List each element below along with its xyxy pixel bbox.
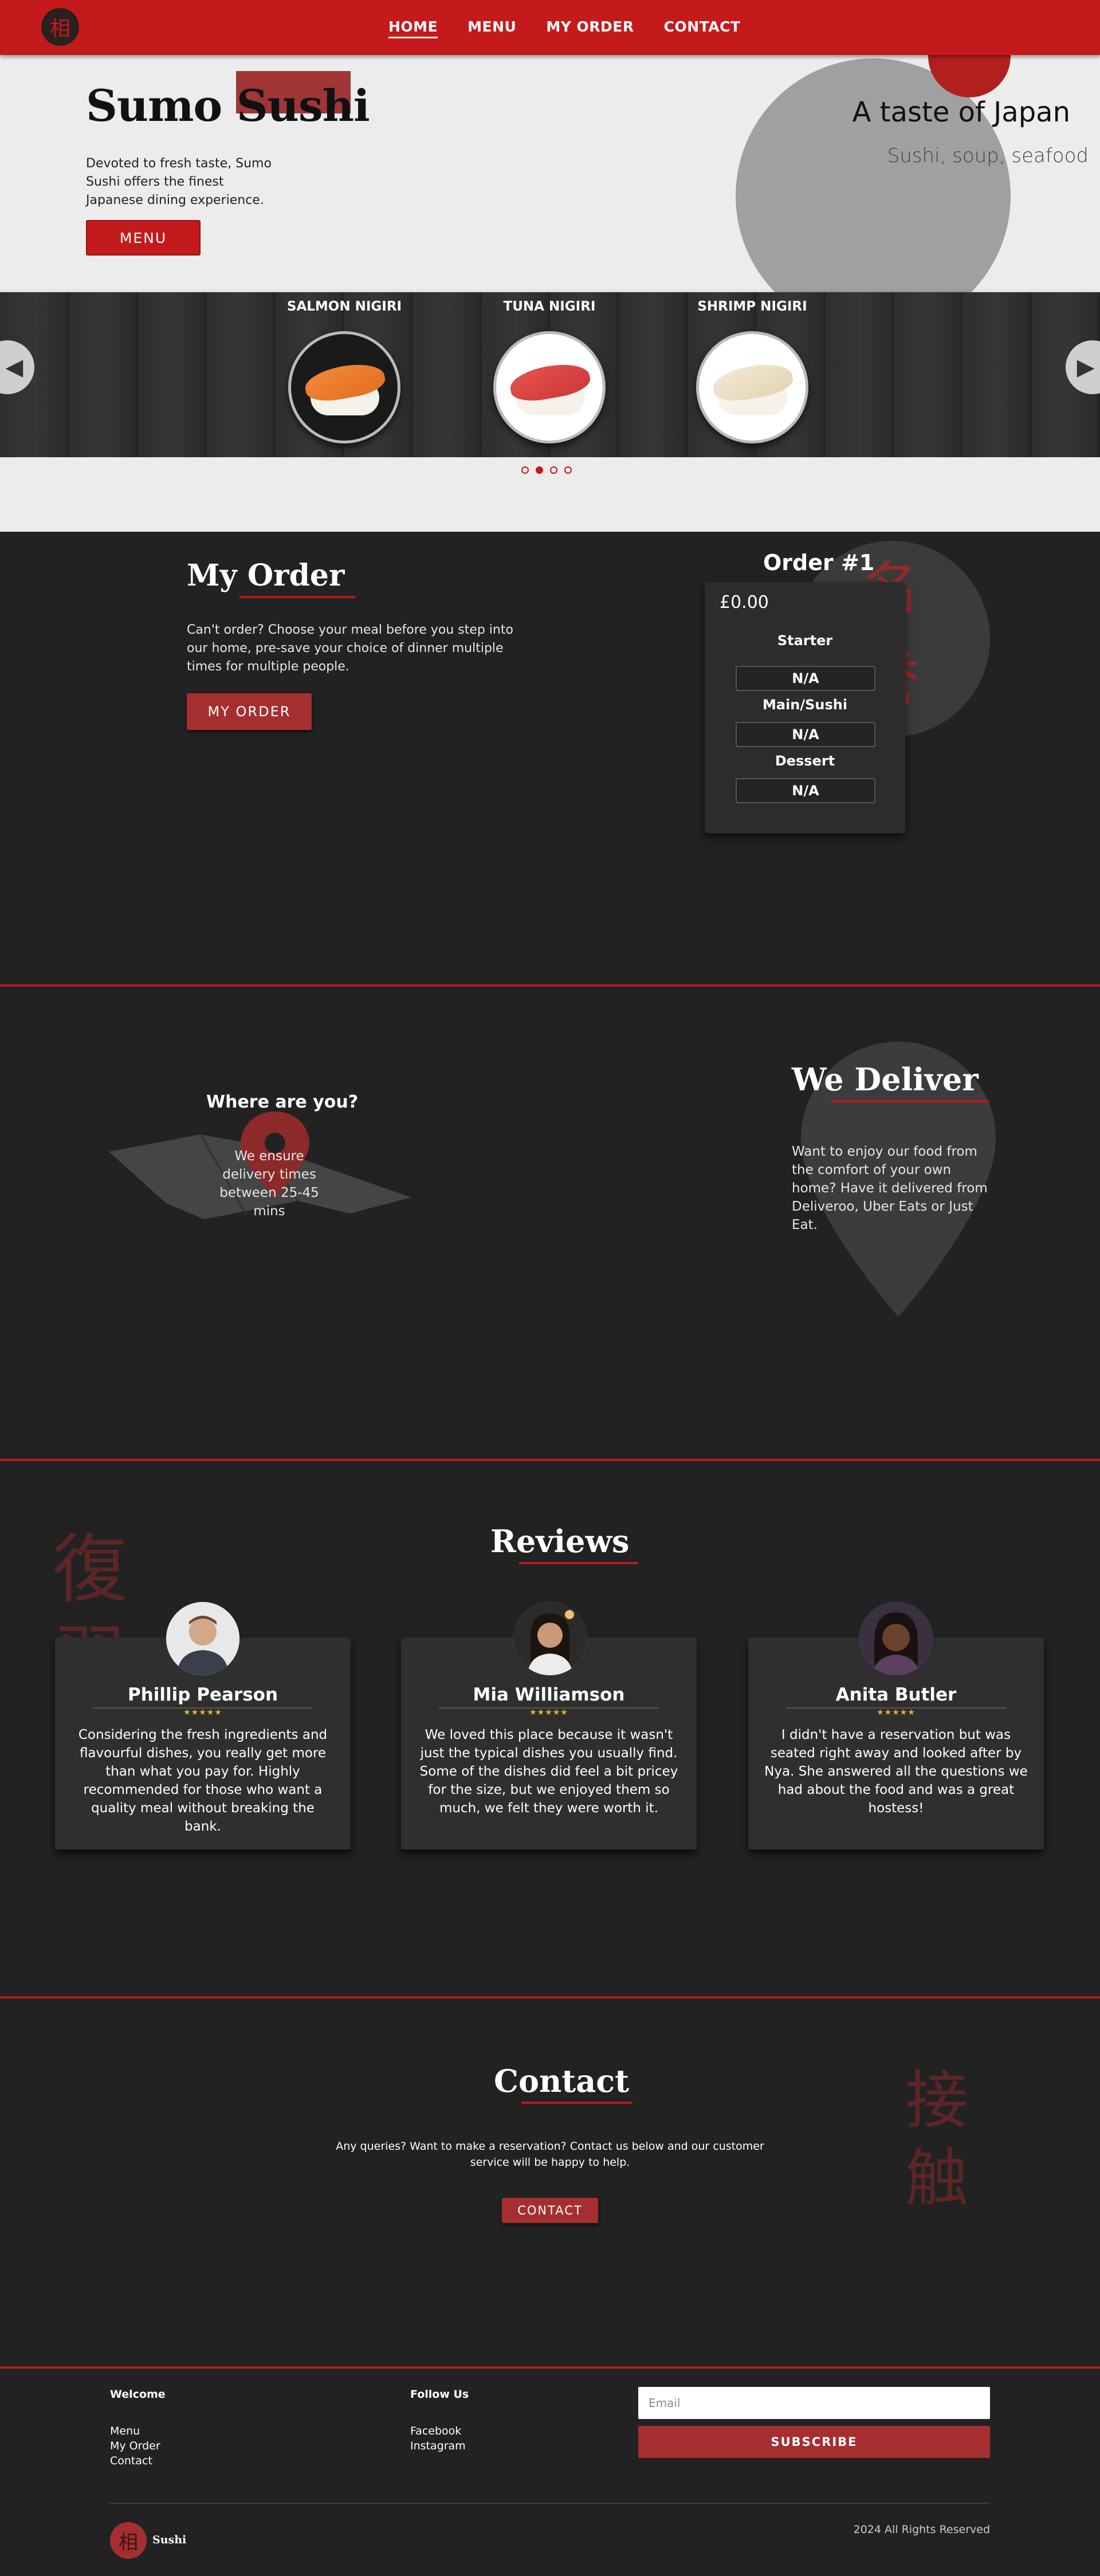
- carousel-dot-active[interactable]: [536, 466, 543, 474]
- order-description: Can't order? Choose your meal before you…: [187, 623, 513, 674]
- carousel-item-salmon[interactable]: SALMON NIGIRI: [284, 299, 404, 443]
- location-pin-icon: [801, 1042, 996, 1317]
- footer-welcome-heading: Welcome: [110, 2388, 166, 2401]
- carousel-item-tuna[interactable]: TUNA NIGIRI: [489, 299, 610, 443]
- order-price: £0.00: [720, 592, 769, 612]
- review-card: Anita Butler ★★★★★ I didn't have a reser…: [748, 1638, 1044, 1849]
- carousel-item-label: SHRIMP NIGIRI: [697, 299, 807, 314]
- contact-button[interactable]: CONTACT: [502, 2198, 598, 2223]
- order-title-underline: [239, 596, 355, 598]
- footer-copyright: 2024 All Rights Reserved: [853, 2523, 990, 2536]
- logo-icon[interactable]: 相: [41, 8, 79, 46]
- hero-decor-rect: [236, 71, 351, 113]
- reviewer-name: Phillip Pearson: [127, 1684, 278, 1705]
- review-stars-icon: ★★★★★: [183, 1707, 222, 1717]
- review-text: Considering the fresh ingredients and fl…: [78, 1727, 328, 1834]
- footer-link-my-order[interactable]: My Order: [110, 2440, 160, 2452]
- carousel-item-label: TUNA NIGIRI: [503, 299, 596, 314]
- delivery-section: Where are you? We ensure delivery times …: [0, 987, 1100, 1461]
- reviews-title: Reviews: [490, 1523, 630, 1560]
- contact-kanji-decor: 接触: [905, 2064, 968, 2215]
- review-divider: [93, 1707, 313, 1709]
- review-stars-icon: ★★★★★: [529, 1707, 568, 1717]
- hero-title: Sumo Sushi: [86, 80, 370, 131]
- tuna-nigiri-image: [493, 331, 606, 443]
- shrimp-nigiri-image: [696, 331, 808, 443]
- footer-logo-icon[interactable]: 相: [110, 2522, 147, 2559]
- contact-section: 接触 Contact Any queries? Want to make a r…: [0, 1998, 1100, 2369]
- avatar: [513, 1602, 587, 1675]
- footer-link-instagram[interactable]: Instagram: [410, 2440, 466, 2452]
- carousel-pagination: [521, 466, 572, 474]
- order-card-title: Order #1: [763, 550, 875, 575]
- my-order-section: 名誉 My Order Can't order? Choose your mea…: [0, 532, 1100, 987]
- footer-link-menu[interactable]: Menu: [110, 2425, 140, 2437]
- nav-links: HOME MENU MY ORDER CONTACT: [388, 18, 741, 38]
- hero-subtagline: Sushi, soup, seafood: [887, 144, 1089, 167]
- starter-label: Starter: [777, 633, 833, 649]
- my-order-button[interactable]: MY ORDER: [187, 693, 312, 730]
- review-divider: [439, 1707, 659, 1709]
- carousel-item-shrimp[interactable]: SHRIMP NIGIRI: [692, 299, 812, 443]
- review-card: Mia Williamson ★★★★★ We loved this place…: [401, 1638, 697, 1849]
- order-title: My Order: [187, 558, 345, 593]
- email-field[interactable]: [638, 2387, 990, 2419]
- nav-link-contact[interactable]: CONTACT: [663, 18, 741, 35]
- hero-section: Sumo Sushi Devoted to fresh taste, Sumo …: [0, 55, 1100, 292]
- main-select[interactable]: N/A: [736, 722, 875, 747]
- main-label: Main/Sushi: [762, 697, 848, 713]
- hero-decor-circle: [736, 58, 1011, 292]
- deliver-title: We Deliver: [792, 1061, 979, 1098]
- subscribe-button[interactable]: SUBSCRIBE: [638, 2426, 990, 2458]
- nav-link-my-order[interactable]: MY ORDER: [546, 18, 634, 35]
- footer: Welcome Menu My Order Contact Follow Us …: [0, 2369, 1100, 2576]
- hero-tagline: A taste of Japan: [852, 96, 1070, 128]
- review-divider: [786, 1707, 1006, 1709]
- footer-link-contact[interactable]: Contact: [110, 2455, 152, 2467]
- footer-brand: Sushi: [152, 2534, 187, 2546]
- menu-button[interactable]: MENU: [86, 220, 201, 256]
- review-text: We loved this place because it wasn't ju…: [419, 1727, 678, 1816]
- deliver-title-underline: [831, 1100, 989, 1102]
- reviews-title-underline: [519, 1562, 638, 1564]
- carousel-dot[interactable]: [550, 466, 557, 474]
- carousel-dots-band: [0, 457, 1100, 532]
- where-description: We ensure delivery times between 25-45 m…: [219, 1149, 319, 1219]
- reviewer-name: Mia Williamson: [473, 1684, 625, 1705]
- menu-carousel: ◀ SALMON NIGIRI TUNA NIGIRI SHRIMP NIGIR…: [0, 292, 1100, 457]
- where-title: Where are you?: [206, 1092, 359, 1112]
- dessert-select[interactable]: N/A: [736, 778, 875, 803]
- carousel-dot[interactable]: [564, 466, 572, 474]
- hero-description: Devoted to fresh taste, Sumo Sushi offer…: [86, 156, 272, 207]
- nav-link-menu[interactable]: MENU: [467, 18, 517, 35]
- carousel-prev-icon[interactable]: ◀: [0, 340, 34, 394]
- review-stars-icon: ★★★★★: [877, 1707, 916, 1717]
- map-icon: [109, 1112, 411, 1219]
- contact-description: Any queries? Want to make a reservation?…: [336, 2140, 764, 2169]
- order-card: £0.00 Starter N/A Main/Sushi N/A Dessert…: [705, 582, 905, 833]
- top-navbar: 相 HOME MENU MY ORDER CONTACT: [0, 0, 1100, 55]
- contact-title-underline: [521, 2102, 632, 2104]
- contact-title: Contact: [494, 2063, 630, 2099]
- dessert-label: Dessert: [775, 753, 835, 769]
- review-text: I didn't have a reservation but was seat…: [764, 1727, 1028, 1816]
- footer-follow-heading: Follow Us: [410, 2388, 469, 2401]
- carousel-next-icon[interactable]: ▶: [1066, 340, 1100, 394]
- footer-link-facebook[interactable]: Facebook: [410, 2425, 462, 2437]
- starter-select[interactable]: N/A: [736, 666, 875, 691]
- salmon-nigiri-image: [288, 331, 400, 443]
- carousel-dot[interactable]: [521, 466, 529, 474]
- reviews-section: 復習 Reviews Phillip Pearson ★★★★★ Conside…: [0, 1461, 1100, 1998]
- deliver-description: Want to enjoy our food from the comfort …: [792, 1144, 988, 1232]
- nav-link-home[interactable]: HOME: [388, 18, 438, 38]
- carousel-item-label: SALMON NIGIRI: [286, 299, 402, 314]
- footer-divider: [109, 2503, 990, 2504]
- avatar: [166, 1602, 239, 1675]
- reviewer-name: Anita Butler: [835, 1684, 957, 1705]
- avatar: [859, 1602, 933, 1675]
